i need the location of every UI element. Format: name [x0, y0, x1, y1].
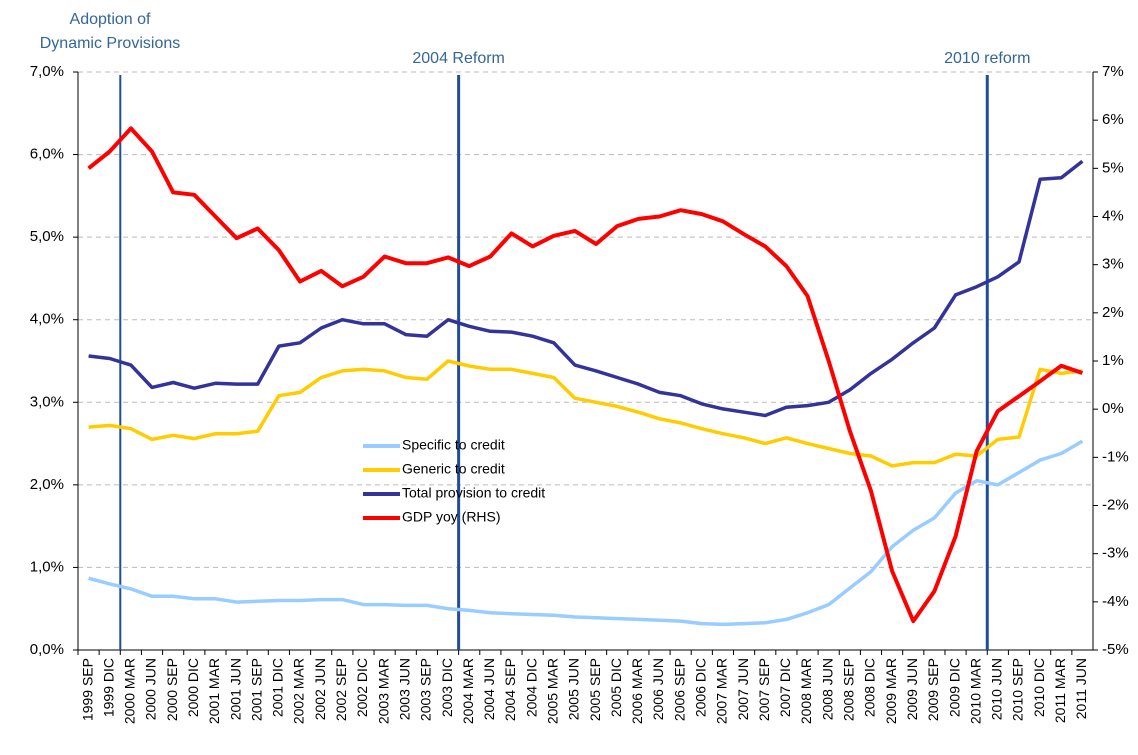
x-tick-label: 2000 MAR	[122, 658, 138, 724]
x-tick-label: 2005 DIC	[608, 658, 624, 717]
x-tick-label: 2006 JUN	[650, 658, 666, 720]
x-tick-label: 2007 SEP	[756, 658, 772, 721]
x-tick-label: 2002 MAR	[291, 658, 307, 724]
annotation: 2010 reform	[944, 50, 1030, 67]
annotation: Dynamic Provisions	[40, 35, 180, 52]
legend-label: Specific to credit	[402, 437, 505, 453]
y2-tick-label: 6%	[1102, 111, 1124, 128]
legend-label: Generic to credit	[402, 461, 505, 477]
y2-tick-label: 3%	[1102, 256, 1124, 273]
series-line	[88, 359, 1083, 468]
x-tick-label: 2001 MAR	[206, 658, 222, 724]
x-tick-label: 2007 JUN	[735, 658, 751, 720]
x-tick-label: 2008 JUN	[819, 658, 835, 720]
y2-tick-label: -4%	[1102, 593, 1129, 610]
x-tick-label: 2003 JUN	[396, 658, 412, 720]
x-tick-label: 2001 SEP	[248, 658, 264, 721]
series-line	[87, 126, 1084, 624]
x-tick-label: 2004 JUN	[481, 658, 497, 720]
y2-tick-label: -3%	[1102, 545, 1129, 562]
y-tick-label: 2,0%	[30, 476, 64, 493]
x-tick-label: 2011 MAR	[1052, 658, 1068, 723]
x-tick-label: 2003 SEP	[418, 658, 434, 721]
x-tick-label: 2009 JUN	[904, 658, 920, 720]
y2-tick-label: 5%	[1102, 159, 1124, 176]
x-tick-label: 2008 MAR	[798, 658, 814, 724]
x-tick-label: 2004 DIC	[523, 658, 539, 717]
y2-tick-label: 4%	[1102, 207, 1124, 224]
x-tick-label: 2000 SEP	[164, 658, 180, 721]
x-tick-label: 2001 DIC	[270, 658, 286, 717]
x-tick-label: 2010 DIC	[1031, 658, 1047, 717]
x-tick-label: 2010 SEP	[1010, 658, 1026, 721]
annotation: Adoption of	[70, 11, 152, 28]
x-tick-label: 2003 MAR	[375, 658, 391, 724]
y2-tick-label: 2%	[1102, 304, 1124, 321]
y2-tick-label: -2%	[1102, 496, 1129, 513]
x-tick-label: 1999 SEP	[79, 658, 95, 721]
y2-tick-label: 0%	[1102, 400, 1124, 417]
x-tick-label: 1999 DIC	[100, 658, 116, 717]
x-tick-label: 2002 JUN	[312, 658, 328, 720]
legend-label: GDP yoy (RHS)	[402, 509, 501, 525]
x-tick-label: 2007 DIC	[777, 658, 793, 717]
x-tick-label: 2005 JUN	[566, 658, 582, 720]
x-tick-label: 2006 DIC	[693, 658, 709, 717]
x-tick-label: 2010 JUN	[989, 658, 1005, 720]
legend-label: Total provision to credit	[402, 485, 545, 501]
y-tick-label: 0,0%	[30, 641, 64, 658]
x-tick-label: 2001 JUN	[227, 658, 243, 720]
x-tick-label: 2004 SEP	[502, 658, 518, 721]
x-tick-label: 2003 DIC	[439, 658, 455, 717]
x-tick-label: 2004 MAR	[460, 658, 476, 724]
y-tick-label: 4,0%	[30, 311, 64, 328]
series-line	[88, 439, 1084, 627]
y-tick-label: 5,0%	[30, 228, 64, 245]
y2-tick-label: -5%	[1102, 641, 1129, 658]
x-tick-label: 2006 SEP	[671, 658, 687, 721]
x-tick-label: 2006 MAR	[629, 658, 645, 724]
x-tick-label: 2007 MAR	[714, 658, 730, 724]
x-tick-label: 2002 DIC	[354, 658, 370, 717]
y2-tick-label: -1%	[1102, 448, 1129, 465]
x-tick-label: 2011 JUN	[1073, 658, 1089, 719]
x-tick-label: 2008 SEP	[841, 658, 857, 721]
x-tick-label: 2005 MAR	[544, 658, 560, 724]
x-tick-label: 2000 DIC	[185, 658, 201, 717]
x-tick-label: 2000 JUN	[143, 658, 159, 720]
x-tick-label: 2009 MAR	[883, 658, 899, 724]
series-line	[88, 159, 1084, 418]
y-tick-label: 6,0%	[30, 146, 64, 163]
y2-tick-label: 1%	[1102, 352, 1124, 369]
y-tick-label: 7,0%	[30, 63, 64, 80]
annotation: 2004 Reform	[412, 50, 505, 67]
y-tick-label: 1,0%	[30, 558, 64, 575]
x-tick-label: 2008 DIC	[862, 658, 878, 717]
y-tick-label: 3,0%	[30, 393, 64, 410]
x-tick-label: 2002 SEP	[333, 658, 349, 721]
x-tick-label: 2009 DIC	[946, 658, 962, 717]
y2-tick-label: 7%	[1102, 63, 1124, 80]
x-tick-label: 2010 MAR	[967, 658, 983, 724]
x-tick-label: 2009 SEP	[925, 658, 941, 721]
x-tick-label: 2005 SEP	[587, 658, 603, 721]
